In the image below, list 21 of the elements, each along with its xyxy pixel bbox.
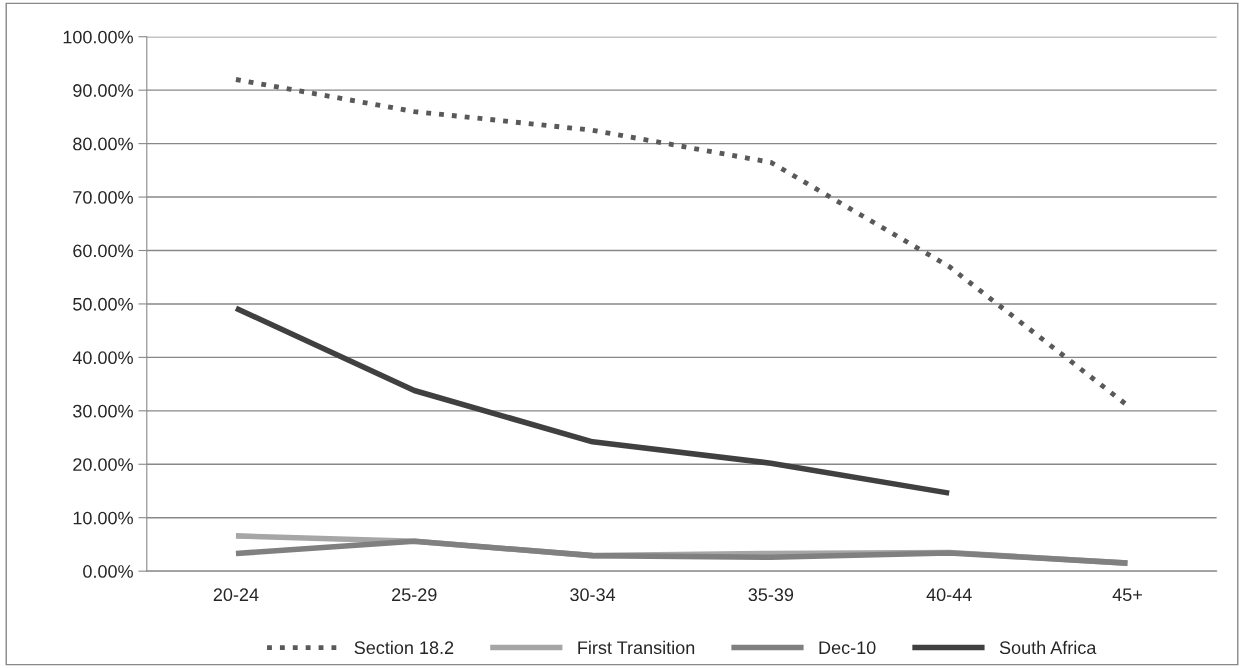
y-tick-label: 30.00% bbox=[73, 404, 133, 418]
y-tick-label: 40.00% bbox=[72, 351, 133, 365]
y-tick-label: 100.00% bbox=[63, 30, 133, 44]
y-tick-label: 90.00% bbox=[73, 84, 133, 97]
legend-label: Dec-10 bbox=[819, 641, 876, 655]
y-tick-label: 60.00% bbox=[73, 244, 133, 258]
y-tick-label: 70.00% bbox=[73, 190, 133, 204]
x-tick-label: 35-39 bbox=[748, 588, 794, 602]
legend-label: Section 18.2 bbox=[354, 640, 454, 655]
legend-label: South Africa bbox=[999, 640, 1097, 655]
y-tick-label: 20.00% bbox=[73, 458, 133, 471]
x-tick-label: 40-44 bbox=[926, 588, 972, 602]
x-tick-label: 45+ bbox=[1112, 588, 1142, 602]
y-tick-label: 80.00% bbox=[73, 137, 133, 151]
x-tick-label: 20-24 bbox=[213, 588, 259, 602]
y-tick-label: 50.00% bbox=[73, 297, 133, 311]
y-tick-label: 10.00% bbox=[73, 511, 133, 525]
x-tick-label: 25-29 bbox=[392, 588, 437, 602]
y-tick-label: 0.00% bbox=[83, 565, 133, 578]
legend-label: First Transition bbox=[578, 640, 695, 655]
x-tick-label: 30-34 bbox=[570, 588, 616, 602]
